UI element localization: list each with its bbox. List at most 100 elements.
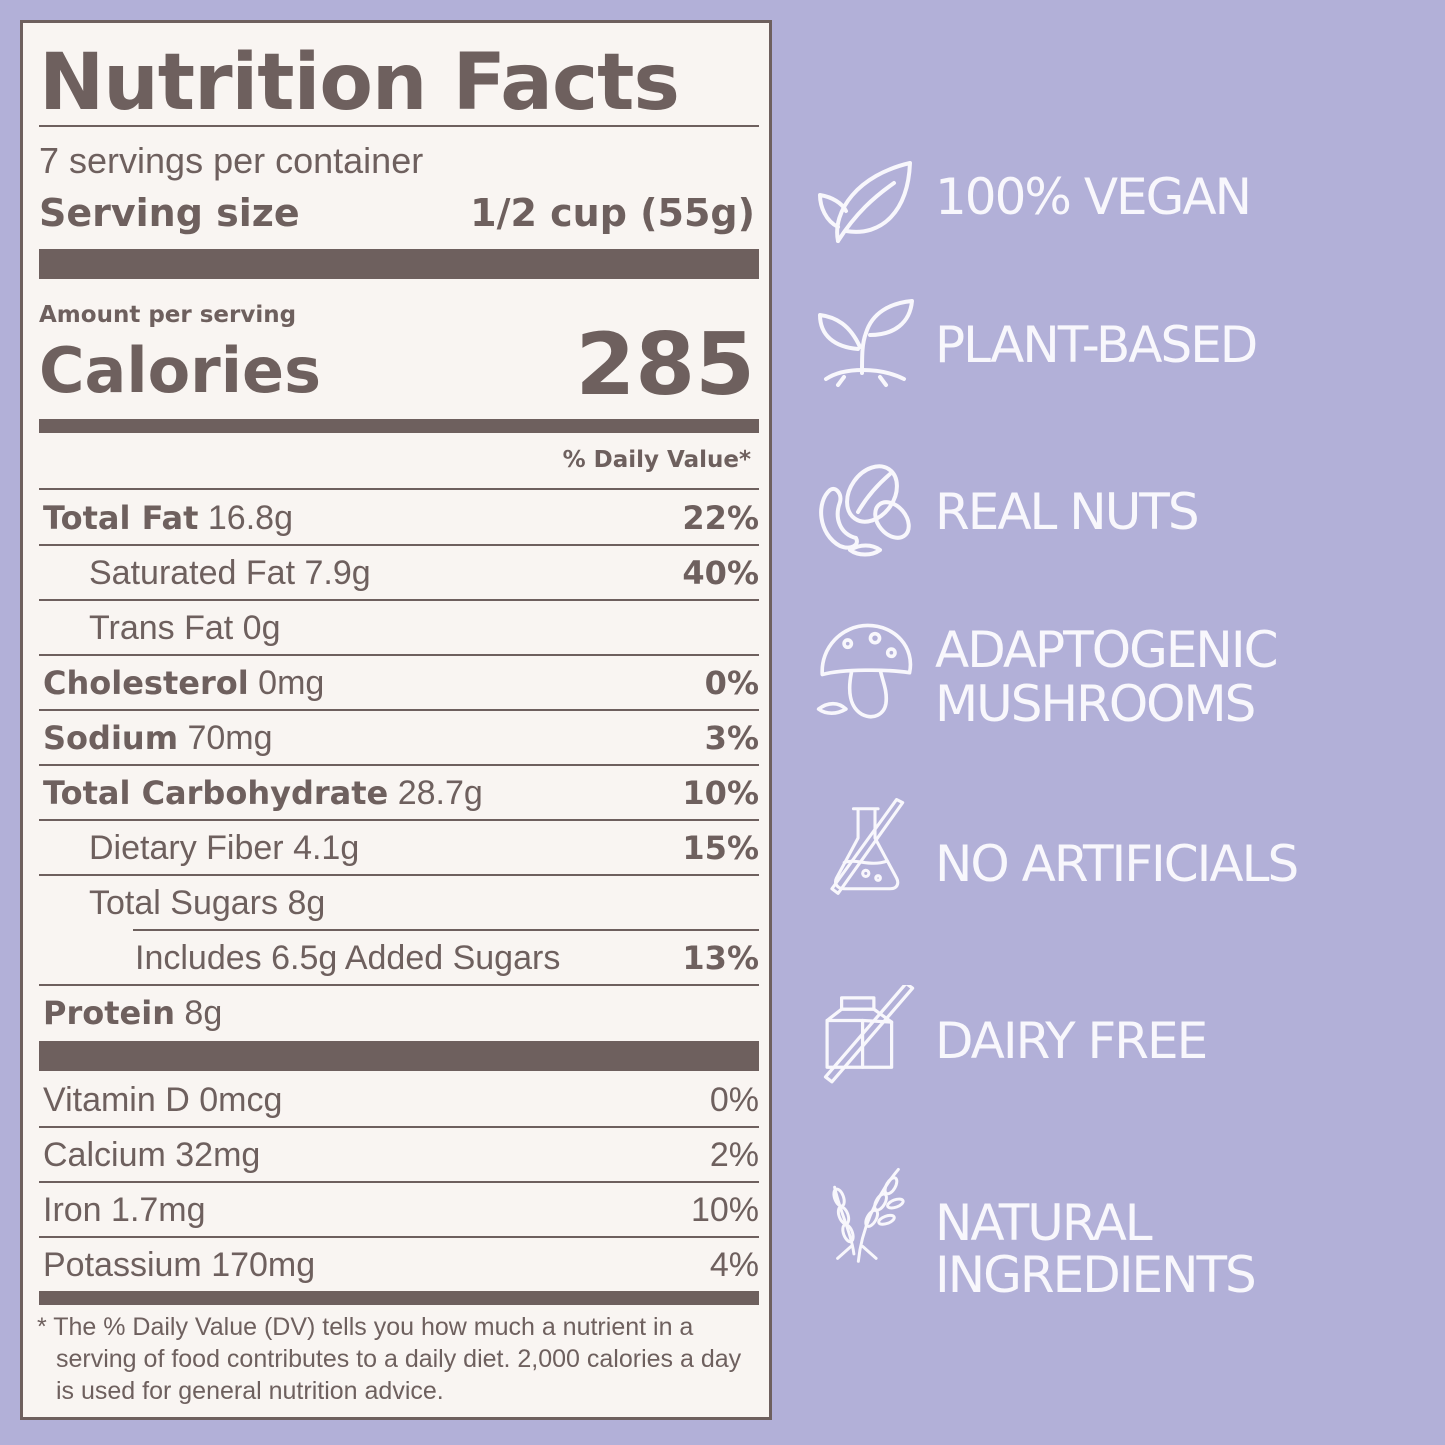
- nutrient-name: Sodium: [43, 719, 179, 757]
- footnote-text: * The % Daily Value (DV) tells you how m…: [37, 1313, 742, 1405]
- wheat-icon: [832, 1167, 905, 1263]
- leaf-icon: [818, 161, 912, 243]
- divider: [39, 599, 759, 601]
- vitamin-dv: 0%: [709, 1081, 759, 1119]
- nutrient-amount: 28.7g: [397, 774, 483, 812]
- nutrient-name: Total Fat: [43, 499, 199, 537]
- milk-carton-crossed-icon: [823, 985, 915, 1084]
- badge-vegan: 100% VEGAN: [810, 155, 1430, 255]
- vitamin-row-potassium: Potassium 170mg 4%: [39, 1237, 759, 1292]
- nutrient-row-saturated-fat: Saturated Fat 7.9g 40%: [39, 545, 759, 600]
- nutrient-amount: 4.1g: [293, 829, 360, 867]
- nuts-icon: [819, 464, 911, 557]
- vitamin-row-iron: Iron 1.7mg 10%: [39, 1182, 759, 1237]
- badge-label: PLANT-BASED: [935, 316, 1258, 374]
- badge-label: ADAPTOGENIC: [935, 621, 1278, 679]
- nutrient-row-total-fat: Total Fat 16.8g 22%: [39, 490, 759, 545]
- divider: [39, 488, 759, 490]
- nutrient-name: Trans Fat: [89, 609, 234, 647]
- nutrient-dv: 40%: [682, 554, 759, 592]
- nutrient-amount: 70mg: [187, 719, 273, 757]
- mushroom-icon: [816, 623, 913, 719]
- badge-real-nuts: REAL NUTS: [810, 458, 1430, 564]
- thick-divider: [39, 1041, 759, 1071]
- badge-label: 100% VEGAN: [935, 168, 1252, 226]
- divider: [39, 1236, 759, 1238]
- nutrient-amount: 8g: [184, 994, 223, 1032]
- vitamin-amount: 1.7mg: [111, 1191, 206, 1229]
- divider: [39, 1126, 759, 1128]
- calories-label: Calories: [39, 334, 321, 407]
- vitamin-dv: 4%: [709, 1246, 759, 1284]
- nutrient-amount: 16.8g: [207, 499, 293, 537]
- nutrient-amount: 0g: [242, 609, 281, 647]
- badge-dairy-free: DAIRY FREE: [810, 985, 1430, 1109]
- vitamin-row-vitamin-d: Vitamin D 0mcg 0%: [39, 1072, 759, 1127]
- nutrition-facts-panel: Nutrition Facts 7 servings per container…: [20, 20, 772, 1420]
- vitamin-row-calcium: Calcium 32mg 2%: [39, 1127, 759, 1182]
- badge-natural-ingredients: NATURAL INGREDIENTS: [810, 1165, 1430, 1304]
- nutrient-row-protein: Protein 8g: [39, 985, 759, 1040]
- nutrient-dv: 13%: [682, 939, 759, 977]
- badge-label: NO ARTIFICIALS: [935, 835, 1299, 893]
- divider: [39, 544, 759, 546]
- nutrient-row-added-sugars: Includes 6.5g Added Sugars 13%: [39, 930, 759, 985]
- nutrient-dv: 3%: [704, 719, 759, 757]
- nutrient-row-trans-fat: Trans Fat 0g: [39, 600, 759, 655]
- divider: [39, 654, 759, 656]
- badge-label: MUSHROOMS: [935, 675, 1256, 733]
- nutrient-amount: 8g: [287, 884, 326, 922]
- vitamin-dv: 10%: [690, 1191, 759, 1229]
- divider: [39, 764, 759, 766]
- footnote: * The % Daily Value (DV) tells you how m…: [37, 1311, 757, 1407]
- nutrient-name: Protein: [43, 994, 175, 1032]
- divider: [39, 984, 759, 986]
- nutrient-row-total-sugars: Total Sugars 8g: [39, 875, 759, 930]
- nutrient-name: Dietary Fiber: [89, 829, 284, 867]
- nutrient-amount: 7.9g: [304, 554, 371, 592]
- medium-divider: [39, 419, 759, 433]
- vitamin-name: Potassium: [43, 1246, 202, 1284]
- badge-label: NATURAL: [935, 1194, 1153, 1252]
- badge-label: REAL NUTS: [935, 483, 1200, 541]
- nutrient-amount: 0mg: [258, 664, 325, 702]
- nutrient-dv: 22%: [682, 499, 759, 537]
- vitamin-name: Calcium: [43, 1136, 166, 1174]
- badge-plant-based: PLANT-BASED: [810, 295, 1430, 395]
- nutrient-name: Total Carbohydrate: [43, 774, 389, 812]
- vitamin-name: Iron: [43, 1191, 102, 1229]
- nutrition-title: Nutrition Facts: [39, 38, 680, 128]
- badge-label: DAIRY FREE: [935, 1012, 1208, 1070]
- nutrient-name: Total Sugars: [89, 884, 278, 922]
- nutrient-row-cholesterol: Cholesterol 0mg 0%: [39, 655, 759, 710]
- divider: [39, 709, 759, 711]
- nutrient-name: Cholesterol: [43, 664, 249, 702]
- vitamin-dv: 2%: [709, 1136, 759, 1174]
- vitamin-amount: 170mg: [211, 1246, 316, 1284]
- nutrient-dv: 15%: [682, 829, 759, 867]
- flask-crossed-icon: [830, 798, 905, 895]
- serving-size-label: Serving size: [39, 191, 300, 235]
- sprout-icon: [818, 299, 914, 387]
- vitamin-amount: 0mcg: [199, 1081, 283, 1119]
- divider: [39, 1181, 759, 1183]
- divider: [39, 125, 759, 127]
- badge-no-artificials: NO ARTIFICIALS: [810, 798, 1430, 928]
- badge-adaptogenic-mushrooms: ADAPTOGENIC MUSHROOMS: [810, 620, 1430, 740]
- nutrient-row-dietary-fiber: Dietary Fiber 4.1g 15%: [39, 820, 759, 875]
- servings-per-container: 7 servings per container: [39, 140, 424, 181]
- divider: [39, 819, 759, 821]
- vitamin-name: Vitamin D: [43, 1081, 190, 1119]
- amount-per-serving: Amount per serving: [39, 302, 297, 328]
- nutrient-name: Saturated Fat: [89, 554, 296, 592]
- badge-label: INGREDIENTS: [935, 1246, 1257, 1304]
- nutrient-name: Includes 6.5g Added Sugars: [135, 939, 561, 977]
- divider: [39, 874, 759, 876]
- nutrient-row-total-carbohydrate: Total Carbohydrate 28.7g 10%: [39, 765, 759, 820]
- calories-value: 285: [575, 315, 755, 415]
- nutrient-dv: 0%: [704, 664, 759, 702]
- vitamin-amount: 32mg: [175, 1136, 261, 1174]
- daily-value-header: % Daily Value*: [562, 447, 751, 473]
- divider: [133, 929, 759, 931]
- medium-divider: [39, 1291, 759, 1305]
